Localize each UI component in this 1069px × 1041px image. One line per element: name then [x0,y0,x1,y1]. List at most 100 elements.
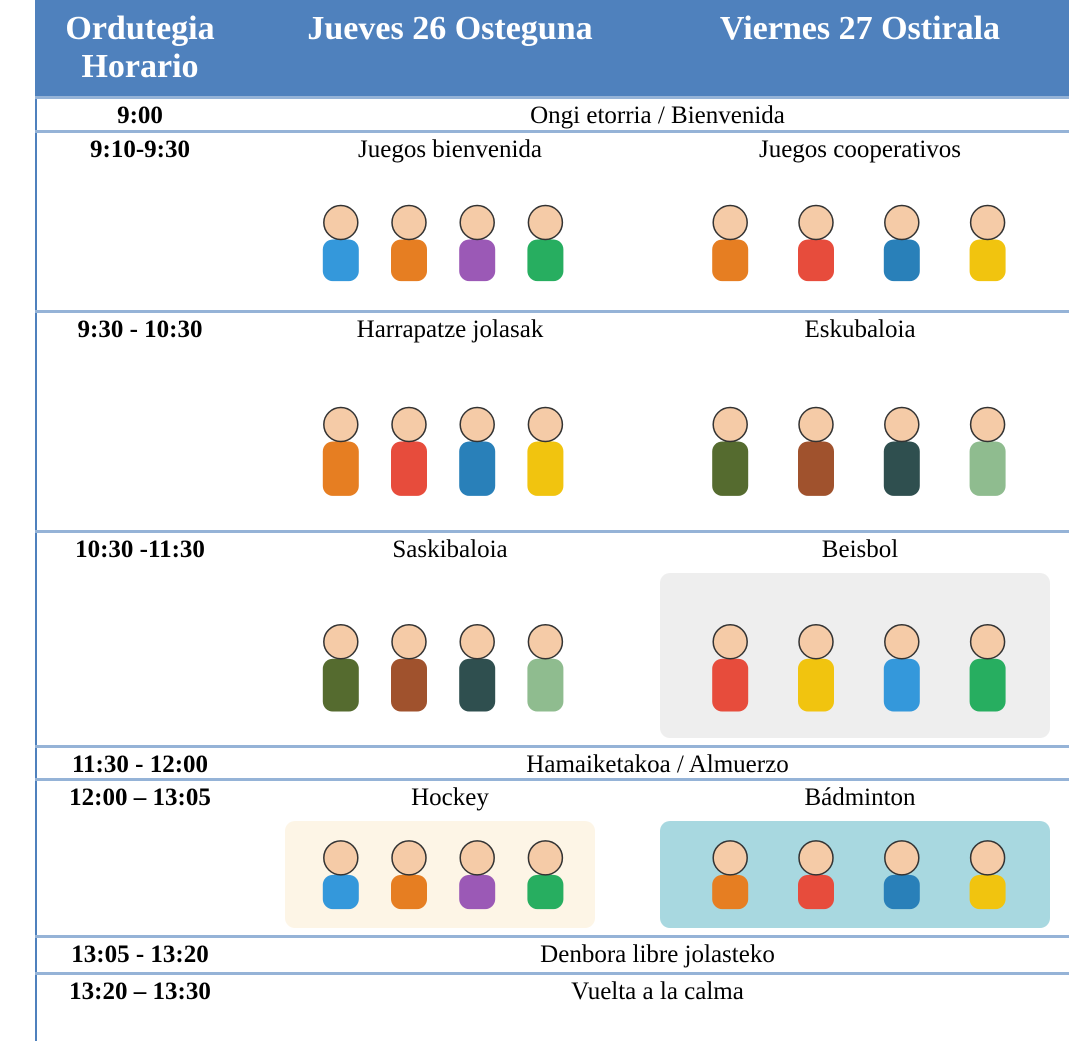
activity-cell: Beisbol [821,536,899,563]
activity-cell: Eskubaloia [804,316,916,343]
illustration [285,821,595,928]
figure-head [969,624,1006,660]
figure-body [798,874,834,910]
illustration [322,204,564,282]
figure-body [322,874,359,910]
figure-body [527,658,564,712]
figure-head [798,840,834,876]
figure-body [459,239,496,282]
illustration-bg [285,821,595,928]
figure-body [459,658,496,712]
figure-head [884,204,920,241]
table-row: 9:30 - 10:30 Harrapatze jolasak Eskubaloia [35,310,1069,530]
time-cell: 10:30 -11:30 [75,536,205,563]
time-cell: 9:30 - 10:30 [77,316,203,343]
header-schedule: Ordutegia Horario [35,10,245,86]
figure-body [527,441,564,496]
activity-cell: Hamaiketakoa / Almuerzo [526,751,789,778]
header-line: Ordutegia [65,10,215,47]
figure-body [459,874,496,910]
illustration [322,624,564,712]
figure-head [969,840,1006,876]
figure-body [527,874,564,910]
figure-head [712,406,748,443]
figure-body [391,441,427,496]
figure-body [712,239,749,282]
table-row: 9:00 Ongi etorria / Bienvenida [35,96,1069,130]
time-cell: 12:00 – 13:05 [69,784,211,811]
illustration [712,204,1006,282]
header-thursday: Jueves 26 Osteguna [307,10,593,47]
table-row: 10:30 -11:30 Saskibaloia Beisbol [35,530,1069,745]
figure-head [323,624,359,660]
figure-head [391,406,427,443]
time-cell: 13:20 – 13:30 [69,978,211,1005]
illustration [660,573,1050,738]
figure-body [969,874,1006,910]
illustration-bg [660,821,1050,928]
figure-head [969,406,1006,443]
illustration [660,821,1050,928]
time-cell: 13:05 - 13:20 [71,941,209,968]
figure-body [322,441,359,496]
figure-body [391,658,427,712]
figure-body [322,658,359,712]
figure-body [798,441,834,496]
figure-head [969,204,1006,241]
figure-body [712,874,749,910]
figure-head [527,840,564,876]
header-row: Ordutegia Horario Jueves 26 Osteguna Vie… [35,0,1069,96]
figure-head [527,406,564,443]
table-row: 13:20 – 13:30 Vuelta a la calma [35,972,1069,1041]
table-row: 12:00 – 13:05 Hockey Bádminton [35,778,1069,935]
figure-body [969,239,1006,282]
figure-head [459,204,495,241]
activity-cell: Bádminton [804,784,916,811]
illustration [322,406,564,496]
figure-head [712,204,748,241]
figure-head [323,406,359,443]
figure-head [391,204,427,241]
figure-body [391,239,427,282]
figure-body [391,874,427,910]
activity-cell: Hockey [411,784,489,811]
activity-cell: Denbora libre jolasteko [540,941,775,968]
figure-head [527,624,564,660]
figure-head [884,840,920,876]
illustration-bg [660,573,1050,738]
figure-body [969,441,1006,496]
illustration [712,406,1006,496]
table-row: 13:05 - 13:20 Denbora libre jolasteko [35,935,1069,972]
figure-body [322,239,359,282]
figure-head [323,204,359,241]
header-line: Horario [81,48,199,85]
figure-head [884,624,920,660]
figure-head [459,840,495,876]
figure-body [459,441,496,496]
time-cell: 11:30 - 12:00 [71,751,209,778]
figure-body [712,441,749,496]
activity-cell: Juegos bienvenida [358,136,542,163]
figure-body [883,658,920,712]
activity-cell: Juegos cooperativos [758,136,962,163]
figure-head [323,840,359,876]
activity-cell: Harrapatze jolasak [356,316,544,343]
figure-head [459,406,495,443]
figure-head [712,624,748,660]
figure-head [391,624,427,660]
figure-body [712,658,749,712]
figure-head [527,204,564,241]
table-row: 9:10-9:30 Juegos bienvenida Juegos coopera… [35,130,1069,310]
time-cell: 9:00 [117,102,163,129]
figure-body [798,239,834,282]
figure-body [883,441,920,496]
activity-cell: Saskibaloia [392,536,508,563]
figure-head [391,840,427,876]
figure-body [798,658,834,712]
table-row: 11:30 - 12:00 Hamaiketakoa / Almuerzo [35,745,1069,778]
figure-body [883,239,920,282]
figure-head [798,624,834,660]
figure-head [712,840,748,876]
time-cell: 9:10-9:30 [90,136,190,163]
